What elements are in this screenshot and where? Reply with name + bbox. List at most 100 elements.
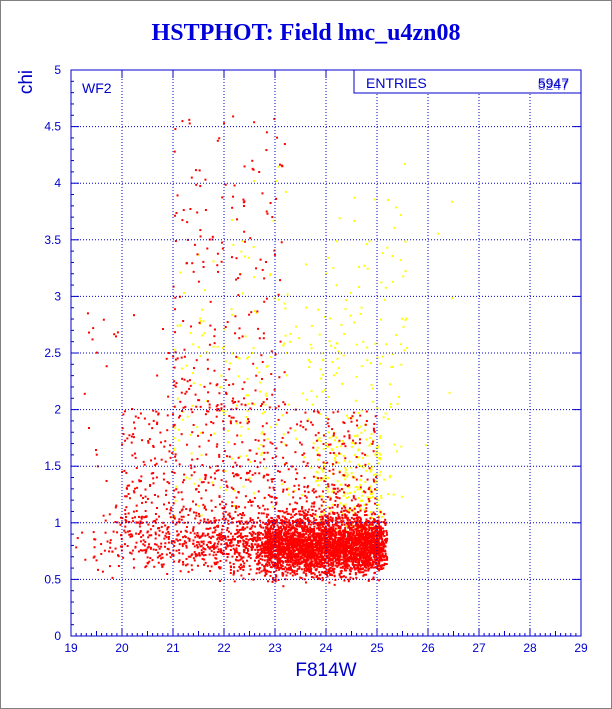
- data-point: [336, 511, 339, 514]
- data-point: [323, 564, 326, 567]
- data-point: [376, 565, 379, 568]
- data-point: [379, 559, 382, 562]
- data-point: [242, 523, 245, 526]
- data-point: [370, 513, 373, 516]
- data-point: [345, 538, 348, 541]
- data-point: [241, 292, 244, 295]
- data-point: [343, 509, 346, 512]
- data-point: [249, 519, 252, 522]
- data-point: [309, 564, 312, 567]
- data-point: [309, 532, 312, 535]
- data-point: [370, 488, 373, 491]
- data-point: [371, 523, 374, 526]
- data-point: [330, 531, 333, 534]
- data-point: [301, 545, 304, 548]
- data-point: [328, 558, 331, 561]
- data-point: [286, 539, 289, 542]
- data-point: [149, 557, 152, 560]
- data-point: [308, 365, 311, 368]
- data-point: [370, 547, 373, 550]
- data-point: [302, 534, 305, 537]
- data-point: [198, 553, 201, 556]
- data-point: [189, 555, 192, 558]
- data-point: [320, 504, 323, 507]
- data-point: [385, 563, 388, 566]
- data-point: [344, 509, 347, 512]
- data-point: [310, 567, 313, 570]
- data-point: [205, 527, 208, 530]
- data-point: [349, 566, 352, 569]
- data-point: [285, 539, 288, 542]
- data-point: [316, 410, 319, 413]
- data-point: [236, 540, 239, 543]
- data-point: [315, 548, 318, 551]
- data-point: [281, 574, 284, 577]
- data-point: [157, 413, 160, 416]
- data-point: [178, 559, 181, 562]
- data-point: [213, 516, 216, 519]
- data-point: [249, 520, 252, 523]
- data-point: [258, 519, 261, 522]
- data-point: [362, 525, 365, 528]
- data-point: [95, 559, 98, 562]
- data-point: [306, 530, 309, 533]
- data-point: [327, 563, 330, 566]
- data-point: [299, 541, 302, 544]
- data-point: [185, 544, 188, 547]
- data-point: [341, 558, 344, 561]
- data-point: [341, 516, 344, 519]
- data-point: [399, 343, 402, 346]
- data-point: [339, 570, 342, 573]
- data-point: [180, 530, 183, 533]
- data-point: [289, 332, 292, 335]
- data-point: [278, 543, 281, 546]
- data-point: [173, 489, 176, 492]
- data-point: [343, 575, 346, 578]
- data-point: [352, 512, 355, 515]
- data-point: [224, 536, 227, 539]
- data-point: [341, 533, 344, 536]
- data-point: [357, 533, 360, 536]
- data-point: [380, 530, 383, 533]
- data-point: [218, 409, 221, 412]
- data-point: [286, 552, 289, 555]
- data-point: [358, 560, 361, 563]
- data-point: [203, 547, 206, 550]
- data-point: [355, 556, 358, 559]
- data-point: [296, 535, 299, 538]
- data-point: [346, 564, 349, 567]
- data-point: [305, 536, 308, 539]
- data-point: [194, 555, 197, 558]
- data-point: [320, 560, 323, 563]
- data-point: [96, 568, 99, 571]
- data-point: [142, 543, 145, 546]
- data-point: [320, 479, 323, 482]
- data-point: [104, 531, 107, 534]
- data-point: [178, 549, 181, 552]
- data-point: [142, 534, 145, 537]
- data-point: [221, 517, 224, 520]
- data-point: [379, 511, 382, 514]
- data-point: [368, 553, 371, 556]
- data-point: [301, 557, 304, 560]
- data-point: [344, 478, 347, 481]
- data-point: [236, 422, 239, 425]
- data-point: [210, 549, 213, 552]
- data-point: [345, 554, 348, 557]
- data-point: [262, 533, 265, 536]
- data-point: [306, 525, 309, 528]
- data-point: [243, 562, 246, 565]
- data-point: [282, 534, 285, 537]
- data-point: [269, 550, 272, 553]
- data-point: [270, 534, 273, 537]
- data-point: [346, 567, 349, 570]
- data-point: [320, 377, 323, 380]
- data-point: [171, 470, 174, 473]
- data-point: [276, 524, 279, 527]
- data-point: [262, 546, 265, 549]
- data-point: [287, 556, 290, 559]
- data-point: [227, 513, 230, 516]
- data-point: [311, 528, 314, 531]
- data-point: [198, 543, 201, 546]
- data-point: [382, 416, 385, 419]
